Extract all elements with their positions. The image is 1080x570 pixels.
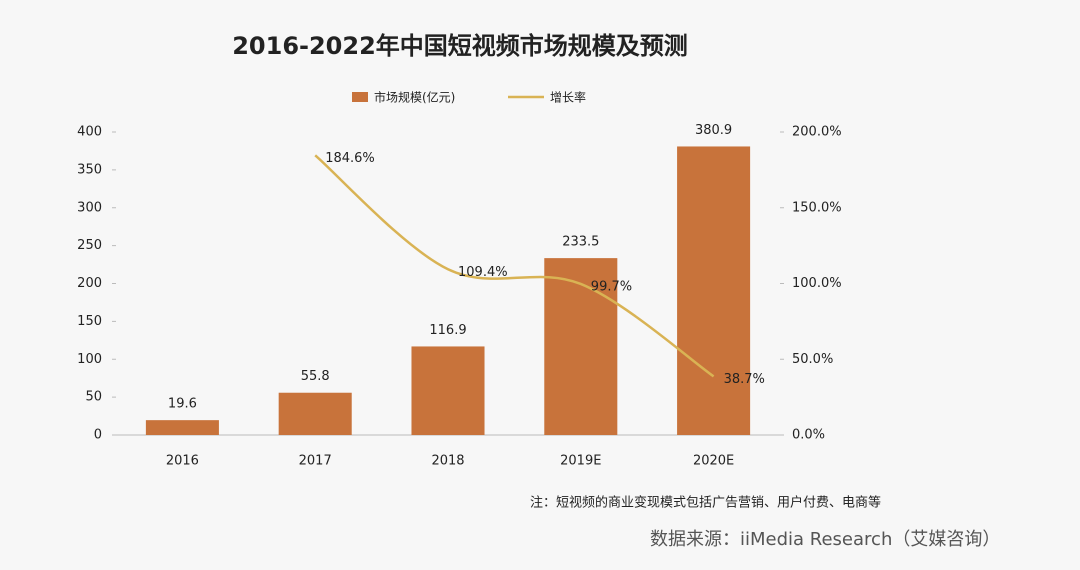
y2-tick-label: 150.0%	[792, 200, 842, 215]
line-label: 184.6%	[325, 151, 375, 166]
bar	[411, 346, 485, 435]
x-tick-label: 2020E	[693, 454, 734, 469]
legend-swatch	[352, 92, 368, 102]
x-tick-label: 2018	[431, 454, 464, 469]
x-tick-label: 2019E	[560, 454, 601, 469]
y2-tick-label: 100.0%	[792, 276, 842, 291]
line-label: 99.7%	[591, 279, 632, 294]
data-label: 55.8	[301, 369, 330, 384]
x-tick-label: 2016	[166, 454, 199, 469]
note: 注：短视频的商业变现模式包括广告营销、用户付费、电商等	[530, 495, 881, 511]
legend-label: 市场规模(亿元)	[374, 90, 455, 105]
bar	[145, 420, 219, 435]
y-tick-label: 400	[77, 125, 102, 140]
y-tick-label: 100	[77, 352, 102, 367]
line-label: 109.4%	[458, 265, 508, 280]
y-tick-label: 150	[77, 314, 102, 329]
line-label: 38.7%	[724, 372, 765, 387]
bar	[544, 258, 618, 435]
x-tick-label: 2017	[299, 454, 332, 469]
bar	[278, 392, 352, 435]
y-tick-label: 0	[94, 428, 102, 443]
y-tick-label: 300	[77, 200, 102, 215]
y-tick-label: 200	[77, 276, 102, 291]
y2-tick-label: 200.0%	[792, 125, 842, 140]
data-label: 380.9	[695, 123, 732, 138]
legend-label: 增长率	[550, 90, 586, 105]
data-label: 19.6	[168, 397, 197, 412]
bar	[677, 146, 751, 435]
source: 数据来源：iiMedia Research（艾媒咨询）	[650, 529, 1000, 550]
data-label: 233.5	[562, 235, 599, 250]
y-tick-label: 250	[77, 238, 102, 253]
y-tick-label: 50	[85, 390, 102, 405]
chart-title: 2016-2022年中国短视频市场规模及预测	[232, 32, 688, 60]
line	[314, 154, 715, 378]
y-tick-label: 350	[77, 162, 102, 177]
y2-tick-label: 0.0%	[792, 428, 825, 443]
data-label: 116.9	[429, 323, 466, 338]
y2-tick-label: 50.0%	[792, 352, 833, 367]
